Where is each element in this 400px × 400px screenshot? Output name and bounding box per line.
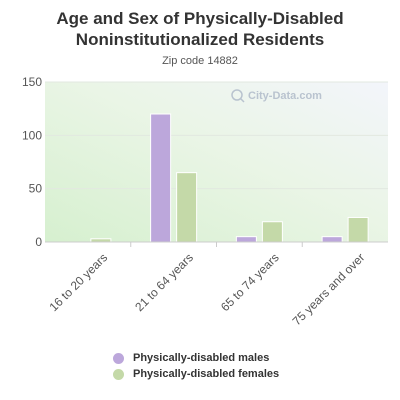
bar-males-2 [235,236,257,243]
bar-males-1 [150,113,172,243]
watermark: City-Data.com [231,89,322,103]
bar-females-2 [261,221,283,243]
y-tick-label: 0 [35,235,42,249]
x-axis: 16 to 20 years 21 to 64 years 65 to 74 yea… [47,242,368,328]
y-tick-label: 100 [22,128,42,142]
chart-title: Age and Sex of Physically-Disabled Nonins… [56,9,344,49]
x-tick-label: 16 to 20 years [47,250,111,314]
bar-males-3 [321,236,343,243]
y-tick-label: 150 [22,75,42,89]
legend-label-females: Physically-disabled females [133,368,280,380]
x-tick-label: 65 to 74 years [218,250,282,314]
legend-swatch-females [113,368,124,380]
y-axis: 0 50 100 150 [22,75,42,249]
legend-item-males: Physically-disabled males [113,350,279,366]
y-tick-label: 50 [29,182,43,196]
bar-females-3 [347,216,369,243]
plot-area [45,82,388,242]
legend: Physically-disabled males Physically-dis… [113,350,279,382]
legend-swatch-males [113,352,124,364]
legend-label-males: Physically-disabled males [133,352,270,364]
chart-subtitle: Zip code 14882 [162,55,238,67]
grid-lines [45,81,388,190]
x-tick-label: 21 to 64 years [132,250,196,314]
watermark-search-icon [231,89,243,101]
watermark-text: City-Data.com [248,90,322,102]
bar-females-1 [176,172,198,243]
legend-item-females: Physically-disabled females [113,366,279,382]
x-tick-label: 75 years and over [290,250,368,328]
